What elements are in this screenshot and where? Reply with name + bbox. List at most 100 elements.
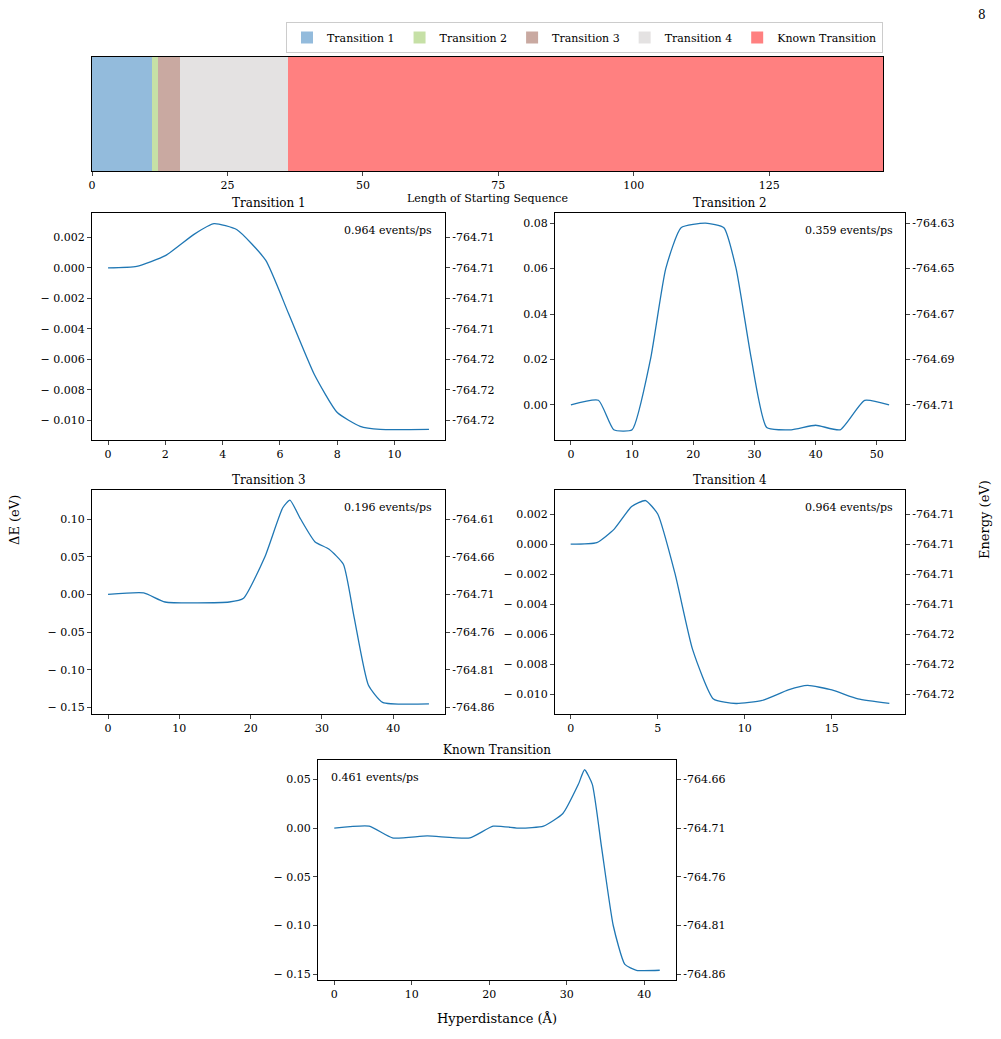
svg-text:-764.67: -764.67 — [912, 308, 954, 321]
svg-text:Transition 4: Transition 4 — [693, 473, 767, 487]
svg-text:-764.72: -764.72 — [452, 353, 494, 366]
svg-text:0.359 events/ps: 0.359 events/ps — [805, 224, 893, 237]
svg-text:-764.61: -764.61 — [452, 513, 494, 526]
svg-text:30: 30 — [747, 448, 761, 461]
svg-text:8: 8 — [334, 448, 341, 461]
svg-text:0.08: 0.08 — [523, 217, 548, 230]
svg-text:-764.81: -764.81 — [452, 664, 494, 677]
svg-text:− 0.15: − 0.15 — [48, 701, 85, 714]
svg-text:0.10: 0.10 — [60, 513, 85, 526]
svg-text:0: 0 — [89, 179, 96, 192]
svg-text:-764.72: -764.72 — [912, 658, 954, 671]
svg-text:40: 40 — [637, 988, 651, 1001]
svg-text:0: 0 — [331, 988, 338, 1001]
svg-text:− 0.10: − 0.10 — [48, 664, 85, 677]
svg-text:− 0.008: − 0.008 — [41, 384, 85, 397]
svg-text:4: 4 — [219, 448, 226, 461]
svg-text:-764.66: -764.66 — [452, 551, 494, 564]
svg-text:15: 15 — [825, 722, 839, 735]
svg-text:20: 20 — [482, 988, 496, 1001]
svg-text:-764.72: -764.72 — [912, 628, 954, 641]
svg-text:0: 0 — [567, 448, 574, 461]
svg-text:50: 50 — [870, 448, 884, 461]
svg-text:-764.69: -764.69 — [912, 353, 954, 366]
svg-text:0.04: 0.04 — [523, 308, 548, 321]
svg-text:0.00: 0.00 — [286, 822, 311, 835]
svg-text:-764.63: -764.63 — [912, 217, 954, 230]
svg-text:-764.71: -764.71 — [912, 399, 954, 412]
svg-text:− 0.002: − 0.002 — [41, 292, 85, 305]
svg-text:0.05: 0.05 — [60, 551, 85, 564]
svg-text:Transition 4: Transition 4 — [665, 32, 733, 45]
svg-text:-764.71: -764.71 — [912, 538, 954, 551]
svg-text:-764.65: -764.65 — [912, 262, 954, 275]
svg-text:− 0.15: − 0.15 — [274, 968, 311, 981]
svg-text:ΔE (eV): ΔE (eV) — [7, 495, 22, 545]
svg-text:20: 20 — [244, 722, 258, 735]
svg-text:− 0.006: − 0.006 — [504, 628, 548, 641]
svg-text:0.461 events/ps: 0.461 events/ps — [331, 771, 419, 784]
svg-text:50: 50 — [356, 179, 370, 192]
svg-text:− 0.002: − 0.002 — [504, 568, 548, 581]
svg-text:125: 125 — [759, 179, 780, 192]
svg-text:0.05: 0.05 — [286, 773, 311, 786]
svg-text:40: 40 — [809, 448, 823, 461]
svg-text:75: 75 — [491, 179, 505, 192]
svg-text:0: 0 — [105, 448, 112, 461]
svg-text:-764.72: -764.72 — [452, 414, 494, 427]
svg-text:0.964 events/ps: 0.964 events/ps — [344, 224, 432, 237]
svg-text:Transition 3: Transition 3 — [552, 32, 620, 45]
svg-text:8: 8 — [978, 8, 986, 22]
svg-text:0.196 events/ps: 0.196 events/ps — [344, 501, 432, 514]
svg-text:Length of Starting Sequence: Length of Starting Sequence — [407, 192, 568, 205]
svg-text:-764.71: -764.71 — [912, 508, 954, 521]
svg-text:− 0.05: − 0.05 — [274, 871, 311, 884]
svg-text:Transition 2: Transition 2 — [440, 32, 508, 45]
svg-text:0.002: 0.002 — [516, 508, 548, 521]
svg-text:20: 20 — [686, 448, 700, 461]
svg-text:− 0.004: − 0.004 — [504, 598, 548, 611]
svg-text:-764.71: -764.71 — [912, 598, 954, 611]
svg-text:− 0.004: − 0.004 — [41, 323, 85, 336]
svg-text:10: 10 — [172, 722, 186, 735]
svg-text:40: 40 — [386, 722, 400, 735]
svg-text:-764.71: -764.71 — [452, 323, 494, 336]
svg-text:0.06: 0.06 — [523, 262, 548, 275]
svg-text:0: 0 — [567, 722, 574, 735]
svg-text:− 0.10: − 0.10 — [274, 919, 311, 932]
svg-text:-764.71: -764.71 — [912, 568, 954, 581]
svg-text:-764.66: -764.66 — [683, 773, 725, 786]
svg-text:Transition 1: Transition 1 — [232, 196, 306, 210]
svg-text:0.00: 0.00 — [60, 588, 85, 601]
svg-text:0.964 events/ps: 0.964 events/ps — [805, 501, 893, 514]
svg-text:Transition 2: Transition 2 — [693, 196, 767, 210]
svg-text:Hyperdistance (Å): Hyperdistance (Å) — [437, 1011, 557, 1026]
svg-text:10: 10 — [738, 722, 752, 735]
svg-text:-764.86: -764.86 — [683, 968, 725, 981]
svg-text:5: 5 — [654, 722, 661, 735]
svg-text:-764.81: -764.81 — [683, 919, 725, 932]
svg-text:0.000: 0.000 — [53, 262, 85, 275]
svg-text:-764.71: -764.71 — [452, 588, 494, 601]
svg-text:− 0.05: − 0.05 — [48, 626, 85, 639]
svg-text:0.002: 0.002 — [53, 231, 85, 244]
svg-text:30: 30 — [560, 988, 574, 1001]
svg-text:0.000: 0.000 — [516, 538, 548, 551]
svg-text:Transition 3: Transition 3 — [232, 473, 306, 487]
svg-text:30: 30 — [315, 722, 329, 735]
svg-text:10: 10 — [405, 988, 419, 1001]
svg-text:0.02: 0.02 — [523, 353, 548, 366]
svg-text:Energy (eV): Energy (eV) — [977, 480, 992, 559]
svg-text:-764.72: -764.72 — [912, 688, 954, 701]
svg-text:− 0.008: − 0.008 — [504, 658, 548, 671]
svg-text:− 0.006: − 0.006 — [41, 353, 85, 366]
svg-text:Known Transition: Known Transition — [443, 743, 551, 757]
svg-text:− 0.010: − 0.010 — [504, 688, 548, 701]
svg-text:-764.72: -764.72 — [452, 384, 494, 397]
svg-text:-764.71: -764.71 — [452, 262, 494, 275]
svg-text:0: 0 — [105, 722, 112, 735]
svg-text:-764.86: -764.86 — [452, 701, 494, 714]
svg-text:2: 2 — [162, 448, 169, 461]
svg-text:6: 6 — [276, 448, 283, 461]
svg-text:− 0.010: − 0.010 — [41, 414, 85, 427]
